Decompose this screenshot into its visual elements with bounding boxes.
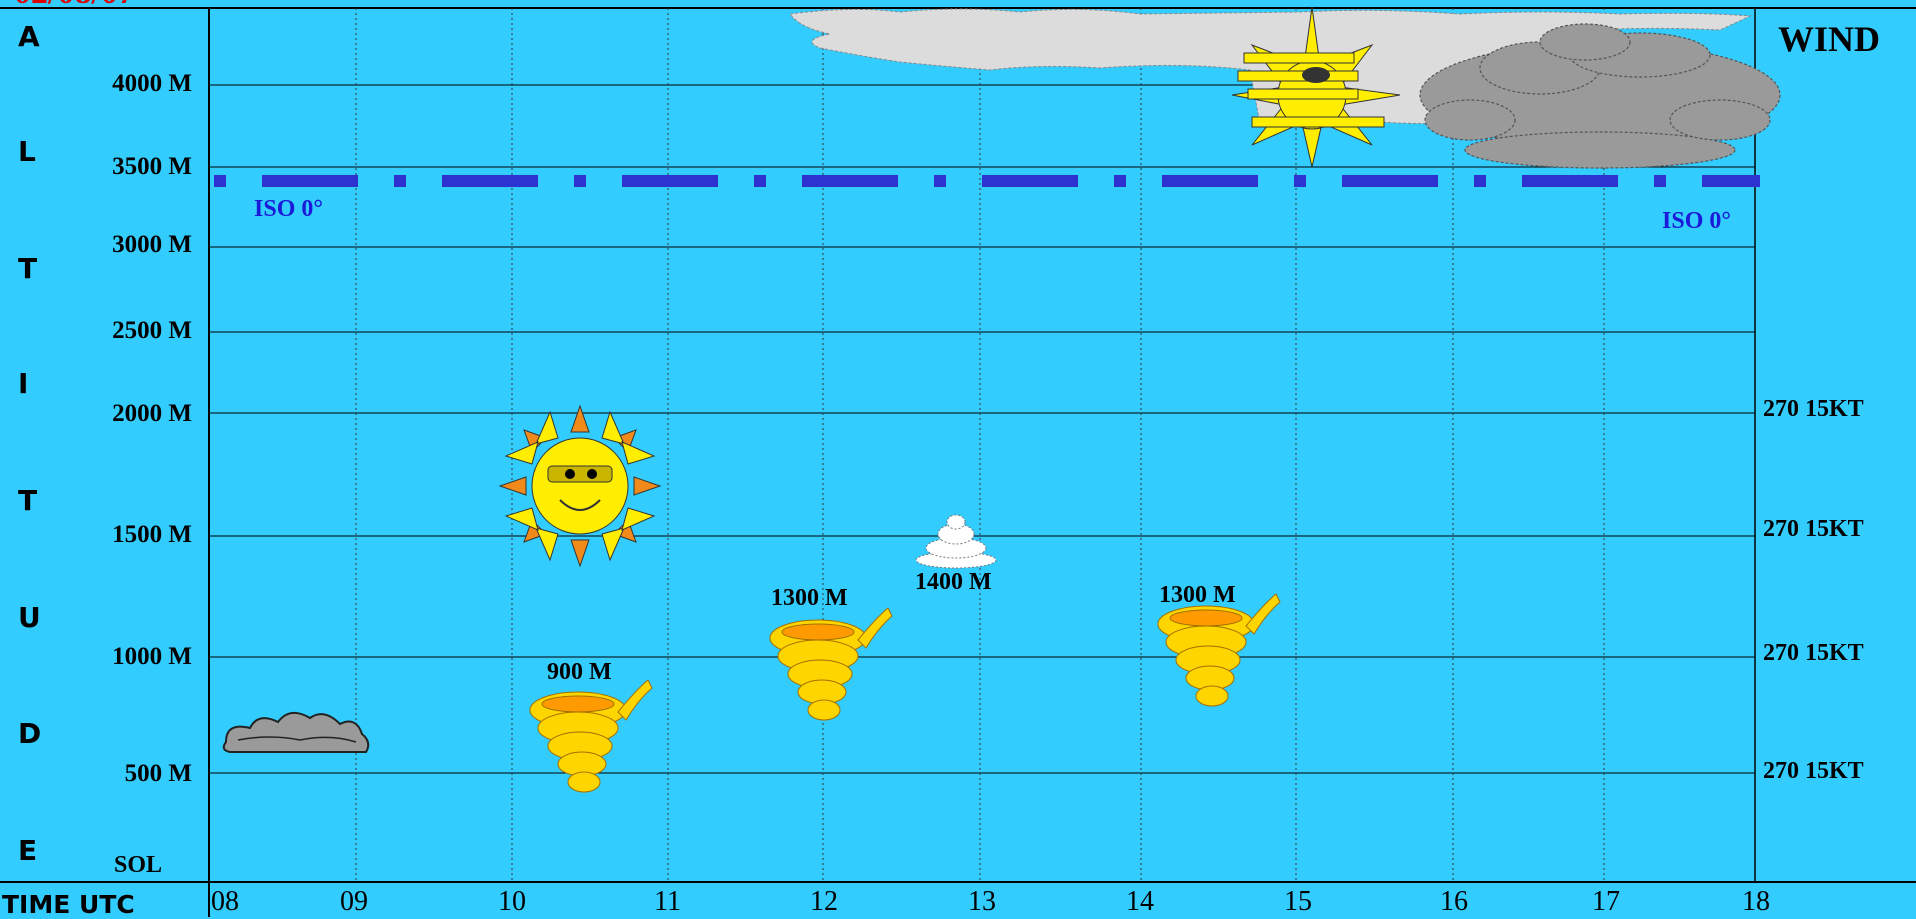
altitude-level-label: 1500 M (112, 521, 192, 548)
altitude-level-label: 500 M (124, 760, 192, 787)
wind-value: 270 15KT (1763, 640, 1864, 666)
iso-zero-label: ISO 0° (1662, 208, 1731, 234)
altitude-letter: E (18, 834, 38, 867)
altitude-letter: D (18, 717, 42, 750)
altitude-letter: U (18, 601, 41, 634)
thermal-spiral-icon (529, 593, 1281, 793)
sun-icon (498, 404, 662, 568)
hour-tick-label: 18 (1742, 886, 1770, 917)
hour-tick-label: 14 (1126, 886, 1154, 917)
altitude-level-label: 4000 M (112, 70, 192, 97)
time-axis-title: TIME UTC (2, 890, 135, 919)
altitude-letter: I (18, 367, 29, 400)
wind-value: 270 15KT (1763, 516, 1864, 542)
altitude-letter: L (18, 135, 36, 168)
iso-zero-label: ISO 0° (254, 196, 323, 222)
altitude-level-label: 1000 M (112, 643, 192, 670)
hour-tick-label: 13 (968, 886, 996, 917)
hour-tick-label: 12 (810, 886, 838, 917)
altitude-gridlines (209, 84, 1755, 774)
altitude-level-label: 3000 M (112, 231, 192, 258)
altitude-level-label: 2000 M (112, 400, 192, 427)
cumulus-icon (915, 514, 997, 569)
thermal-top-label: 900 M (547, 659, 612, 685)
hour-tick-label: 15 (1284, 886, 1312, 917)
hour-tick-label: 11 (654, 886, 681, 917)
altitude-level-label: 2500 M (112, 317, 192, 344)
altitude-letter: A (18, 20, 40, 53)
storm-cloud-icon (1419, 23, 1781, 169)
ground-label: SOL (114, 852, 163, 878)
thermal-top-label: 1300 M (771, 585, 848, 611)
hour-gridlines (355, 8, 1605, 882)
wind-value: 270 15KT (1763, 758, 1864, 784)
sun-icon (1231, 6, 1401, 168)
hour-tick-label: 16 (1440, 886, 1468, 917)
wind-title: WIND (1778, 19, 1881, 59)
thermal-top-label: 1400 M (915, 569, 992, 595)
wind-value: 270 15KT (1763, 396, 1864, 422)
hour-tick-label: 09 (340, 886, 368, 917)
altitude-level-label: 3500 M (112, 153, 192, 180)
forecast-date: 02/08/07 (14, 0, 135, 12)
low-cloud-icon (222, 711, 370, 753)
altitude-letter: T (18, 484, 38, 517)
hour-tick-label: 08 (211, 886, 239, 917)
altitude-letter: T (18, 252, 38, 285)
hour-tick-label: 10 (498, 886, 526, 917)
thermal-top-label: 1300 M (1159, 582, 1236, 608)
hour-tick-label: 17 (1592, 886, 1620, 917)
iso-zero-line (214, 175, 1760, 187)
